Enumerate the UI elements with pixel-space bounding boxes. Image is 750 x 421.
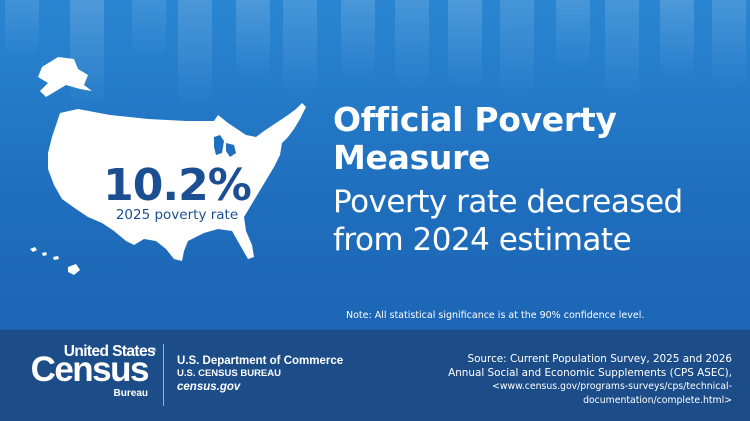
source-line-2: Annual Social and Economic Supplements (… bbox=[448, 367, 732, 379]
subtitle: Poverty rate decreased from 2024 estimat… bbox=[333, 183, 743, 259]
poverty-rate-value: 10.2% bbox=[103, 160, 252, 211]
poverty-rate-label: 2025 poverty rate bbox=[115, 207, 239, 223]
source-line-3[interactable]: <www.census.gov/programs-surveys/cps/tec… bbox=[492, 381, 732, 392]
logo-line-3: Bureau bbox=[113, 388, 148, 399]
source-citation: Source: Current Population Survey, 2025 … bbox=[392, 352, 732, 408]
subtitle-line-2: from 2024 estimate bbox=[333, 222, 632, 258]
bureau-name: U.S. CENSUS BUREAU bbox=[177, 368, 281, 379]
title-line-2: Measure bbox=[333, 138, 491, 177]
website-link[interactable]: census.gov bbox=[177, 381, 241, 393]
logo-line-1: United States bbox=[63, 343, 156, 360]
footer-divider bbox=[163, 344, 164, 406]
title-line-1: Official Poverty bbox=[333, 100, 617, 139]
logo-registered-mark: ® bbox=[151, 347, 157, 354]
source-line-1: Source: Current Population Survey, 2025 … bbox=[467, 353, 732, 365]
us-map-icon bbox=[30, 57, 306, 275]
decorative-pill-pattern bbox=[5, 0, 746, 110]
logo-line-2: Census bbox=[30, 350, 150, 389]
page-title: Official Poverty Measure bbox=[333, 101, 733, 177]
footer: United States ® Census Bureau U.S. Depar… bbox=[0, 330, 750, 421]
source-line-4[interactable]: documentation/complete.html> bbox=[583, 395, 732, 406]
significance-note: Note: All statistical significance is at… bbox=[346, 310, 645, 321]
subtitle-line-1: Poverty rate decreased bbox=[333, 184, 683, 220]
department-name: U.S. Department of Commerce bbox=[177, 355, 344, 367]
